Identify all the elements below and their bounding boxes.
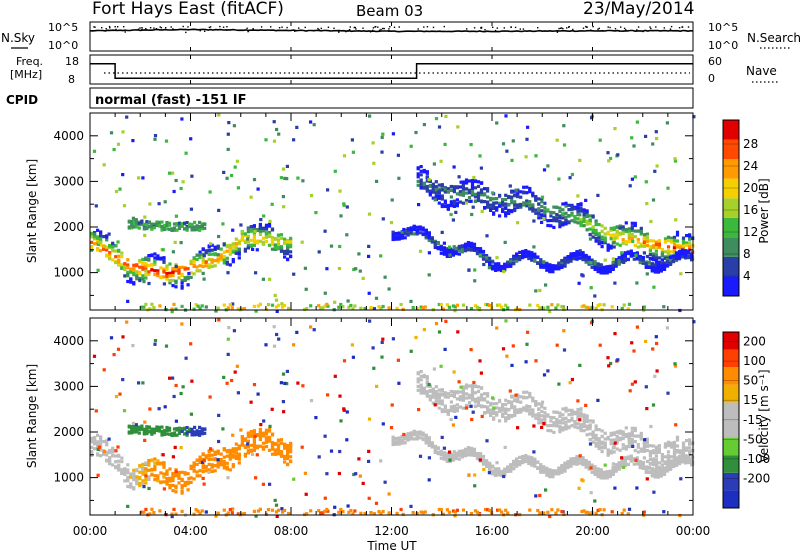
- freq-series: [90, 62, 693, 79]
- noise-right-label: N.Search: [747, 31, 800, 45]
- cpid-panel-frame: [89, 87, 694, 109]
- x-tick-label: 20:00: [575, 524, 610, 538]
- colorbar-tick-label: -100: [743, 452, 770, 466]
- noise-sky-series: [89, 28, 694, 33]
- colorbar-segment: [723, 437, 739, 456]
- noise-right-tick-bottom: 10^0: [708, 39, 738, 52]
- power-colorbar-title: Power [dB]: [757, 178, 771, 243]
- colorbar-segment: [723, 276, 739, 296]
- y-tick-label: 4000: [53, 129, 84, 143]
- x-tick-label: 08:00: [274, 524, 309, 538]
- colorbar-segment: [723, 217, 739, 238]
- velocity-panel: 1000 2000 3000 4000 Slant Range [km]: [25, 317, 696, 519]
- colorbar-tick-label: 8: [743, 247, 751, 261]
- station-title: Fort Hays East (fitACF): [92, 0, 284, 19]
- colorbar-tick-label: 20: [743, 181, 758, 195]
- noise-panel: N.Sky 10^5 10^0 10^5 10^0 N.Search: [1, 21, 800, 52]
- freq-left-tick-top: 18: [65, 55, 79, 68]
- colorbar-tick-label: 4: [743, 269, 751, 283]
- power-panel-frame: [89, 112, 694, 311]
- x-tick-label: 00:00: [73, 524, 108, 538]
- noise-right-tick-top: 10^5: [708, 21, 738, 34]
- power-heatmap: [90, 113, 696, 314]
- noise-panel-frame: [89, 21, 694, 52]
- freq-right-tick-bottom: 0: [708, 72, 715, 85]
- freq-label-line1: Freq.: [16, 55, 43, 68]
- nave-label: Nave: [746, 64, 777, 78]
- noise-left-tick-bottom: 10^0: [48, 39, 78, 52]
- colorbar-tick-label: 100: [743, 354, 766, 368]
- colorbar-segment: [723, 402, 739, 420]
- freq-left-tick-bottom: 8: [68, 73, 75, 86]
- cpid-text: normal (fast) -151 IF: [95, 93, 246, 108]
- x-tick-label: 04:00: [173, 524, 208, 538]
- freq-right-tick-top: 60: [708, 55, 722, 68]
- x-tick-label: 00:00: [676, 524, 711, 538]
- colorbar-segment: [723, 256, 739, 277]
- noise-left-label: N.Sky: [1, 31, 35, 45]
- x-axis: 00:00 04:00 08:00 12:00 16:00 20:00 00:00: [73, 22, 711, 538]
- colorbar-segment: [723, 472, 739, 491]
- colorbar-segment: [723, 455, 739, 473]
- y-tick-label: 3000: [53, 379, 84, 393]
- y-tick-label: 2000: [53, 220, 84, 234]
- colorbar-segment: [723, 120, 739, 140]
- power-y-label: Slant Range [km]: [25, 159, 39, 263]
- power-colorbar: 4 8 12 16 20 24 28: [722, 119, 758, 297]
- colorbar-segment: [723, 178, 739, 199]
- velocity-panel-frame: [89, 317, 694, 516]
- colorbar-tick-label: 16: [743, 203, 758, 217]
- colorbar-tick-label: 12: [743, 225, 758, 239]
- colorbar-tick-label: 28: [743, 137, 758, 151]
- colorbar-tick-label: 200: [743, 335, 766, 349]
- y-tick-label: 1000: [53, 266, 84, 280]
- colorbar-tick-label: -50: [743, 432, 763, 446]
- colorbar-tick-label: 50: [743, 374, 758, 388]
- cpid-label: CPID: [6, 93, 38, 107]
- y-tick-label: 3000: [53, 174, 84, 188]
- velocity-y-label: Slant Range [km]: [25, 364, 39, 468]
- colorbar-tick-label: -200: [743, 471, 770, 485]
- noise-search-series: [92, 25, 690, 34]
- colorbar-segment: [723, 420, 739, 438]
- date-label: 23/May/2014: [583, 0, 695, 19]
- freq-label-line2: [MHz]: [10, 68, 42, 81]
- colorbar-segment: [723, 139, 739, 160]
- beam-label: Beam 03: [356, 2, 423, 20]
- velocity-heatmap: [90, 318, 696, 519]
- colorbar-segment: [723, 237, 739, 257]
- colorbar-segment: [723, 367, 739, 385]
- velocity-colorbar-title: Velocity [m s⁻¹]: [757, 369, 771, 462]
- colorbar-tick-label: -15: [743, 413, 763, 427]
- freq-panel-frame: [89, 54, 694, 85]
- power-panel: 1000 2000 3000 4000 Slant Range [km]: [25, 112, 696, 314]
- velocity-colorbar: 200 100 50 15 -15 -50 -100 -200: [722, 331, 770, 509]
- colorbar-tick-label: 15: [743, 393, 758, 407]
- freq-panel: Freq. [MHz] 18 8 60 0 Nave: [10, 54, 778, 86]
- colorbar-segment: [723, 332, 739, 350]
- colorbar-segment: [723, 349, 739, 368]
- x-tick-label: 16:00: [475, 524, 510, 538]
- colorbar-segment: [723, 490, 739, 508]
- colorbar-tick-label: 24: [743, 159, 758, 173]
- y-tick-label: 2000: [53, 425, 84, 439]
- x-tick-label: 12:00: [374, 524, 409, 538]
- x-axis-label: Time UT: [366, 539, 417, 553]
- colorbar-segment: [723, 159, 739, 179]
- y-tick-label: 4000: [53, 334, 84, 348]
- colorbar-segment: [723, 384, 739, 403]
- y-tick-label: 1000: [53, 471, 84, 485]
- noise-left-tick-top: 10^5: [48, 21, 78, 34]
- colorbar-segment: [723, 198, 739, 218]
